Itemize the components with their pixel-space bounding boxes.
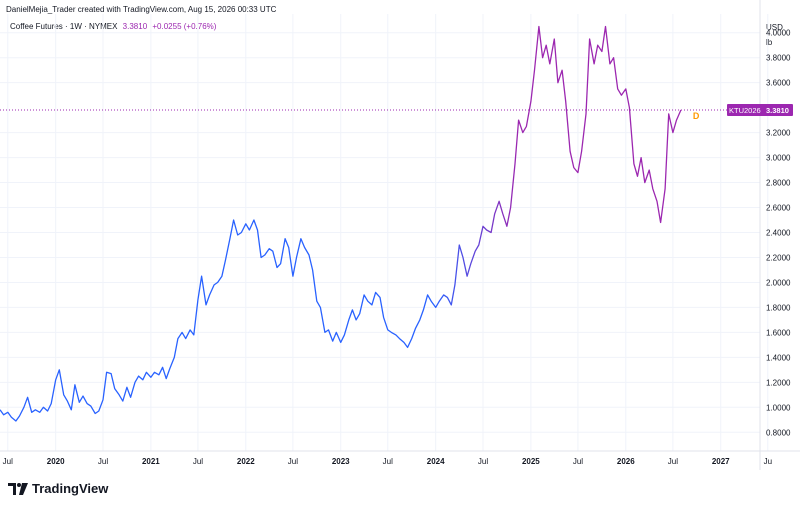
y-tick-label: 2.6000 bbox=[766, 204, 791, 213]
y-tick-label: 1.8000 bbox=[766, 303, 791, 312]
x-tick-label: 2024 bbox=[427, 457, 445, 466]
x-tick-label: Jul bbox=[383, 457, 393, 466]
x-tick-label: Ju bbox=[764, 457, 772, 466]
y-tick-label: 2.4000 bbox=[766, 229, 791, 238]
x-tick-label: Jul bbox=[668, 457, 678, 466]
x-tick-label: 2020 bbox=[47, 457, 65, 466]
brand-logo[interactable]: TradingView bbox=[8, 481, 108, 496]
x-tick-label: Jul bbox=[573, 457, 583, 466]
last-price: 3.3810 bbox=[122, 22, 148, 31]
y-tick-label: 3.2000 bbox=[766, 129, 791, 138]
y-tick-label: 3.8000 bbox=[766, 54, 791, 63]
x-tick-label: 2022 bbox=[237, 457, 255, 466]
y-tick-label: 3.0000 bbox=[766, 154, 791, 163]
dividend-marker[interactable]: D bbox=[693, 111, 700, 121]
x-tick-label: 2021 bbox=[142, 457, 160, 466]
x-tick-label: Jul bbox=[288, 457, 298, 466]
y-tick-label: 0.8000 bbox=[766, 428, 791, 437]
price-tag-bg[interactable] bbox=[727, 104, 793, 117]
price-series-line[interactable] bbox=[0, 25, 682, 422]
x-tick-label: 2027 bbox=[712, 457, 730, 466]
chart-legend: Coffee Futures · 1W · NYMEX 3.3810 +0.02… bbox=[10, 22, 216, 31]
y-tick-label: 4.0000 bbox=[766, 29, 791, 38]
y-tick-label: 2.8000 bbox=[766, 179, 791, 188]
symbol-title[interactable]: Coffee Futures · 1W · NYMEX bbox=[10, 22, 118, 31]
price-change: +0.0255 (+0.76%) bbox=[152, 22, 217, 31]
unit-label[interactable]: lb bbox=[766, 38, 773, 47]
currency-label[interactable]: USD bbox=[766, 23, 783, 32]
x-tick-label: Jul bbox=[478, 457, 488, 466]
x-tick-label: Jul bbox=[98, 457, 108, 466]
attribution-text: DanielMejia_Trader created with TradingV… bbox=[6, 5, 277, 14]
y-tick-label: 1.2000 bbox=[766, 378, 791, 387]
x-tick-label: 2025 bbox=[522, 457, 540, 466]
y-tick-label: 2.0000 bbox=[766, 278, 791, 287]
brand-name: TradingView bbox=[32, 481, 109, 496]
x-tick-label: Jul bbox=[3, 457, 13, 466]
price-tag-symbol: KTU2026 bbox=[729, 106, 761, 115]
x-tick-label: 2023 bbox=[332, 457, 350, 466]
price-tag-value: 3.3810 bbox=[766, 106, 789, 115]
y-tick-label: 1.0000 bbox=[766, 403, 791, 412]
y-tick-label: 1.4000 bbox=[766, 353, 791, 362]
x-tick-label: 2026 bbox=[617, 457, 635, 466]
y-tick-label: 2.2000 bbox=[766, 253, 791, 262]
y-tick-label: 3.6000 bbox=[766, 79, 791, 88]
y-tick-label: 1.6000 bbox=[766, 328, 791, 337]
x-tick-label: Jul bbox=[193, 457, 203, 466]
tradingview-logo-icon bbox=[8, 482, 28, 495]
